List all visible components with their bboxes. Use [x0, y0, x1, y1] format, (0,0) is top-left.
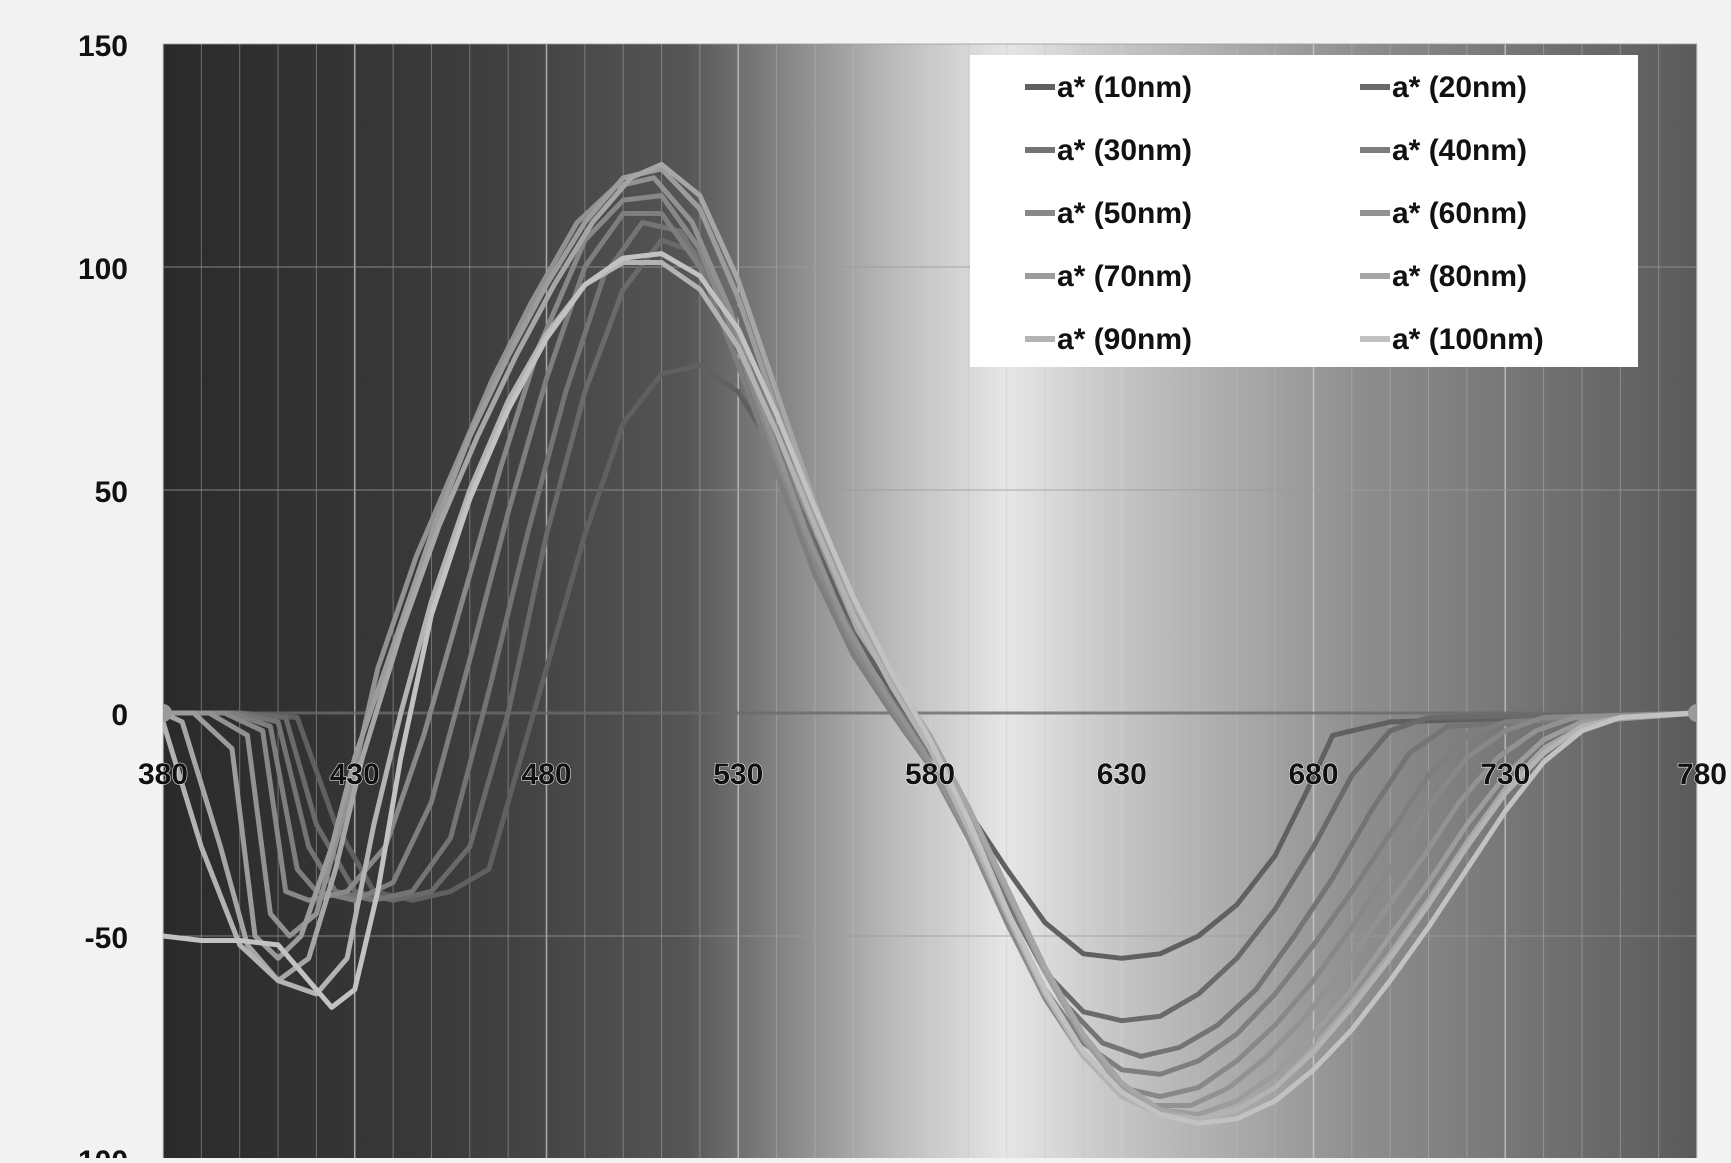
legend-label: a* (20nm) — [1392, 71, 1527, 104]
legend-entry: a* (30nm) — [1025, 134, 1192, 167]
series-lines — [163, 161, 1697, 1126]
legend-label: a* (10nm) — [1057, 71, 1192, 104]
legend-entry: a* (90nm) — [1025, 323, 1192, 356]
y-tick-label: 100 — [78, 253, 128, 286]
series-line-9 — [163, 260, 1697, 1122]
legend-entry: a* (50nm) — [1025, 197, 1192, 230]
series-line-4 — [163, 211, 1697, 1077]
legend-label: a* (60nm) — [1392, 197, 1527, 230]
x-tick-label: 480 — [521, 758, 571, 791]
y-tick-label: -100 — [68, 1145, 128, 1158]
legend-entry: a* (60nm) — [1360, 197, 1527, 230]
series-line-10 — [163, 251, 1697, 1126]
x-tick-label: 530 — [713, 758, 763, 791]
legend-label: a* (30nm) — [1057, 134, 1192, 167]
legend-entry: a* (80nm) — [1360, 260, 1527, 293]
x-tick-label: 580 — [905, 758, 955, 791]
x-axis-ticks: 380 430 480 530 580 630 680 730 780 — [137, 758, 1727, 792]
legend-label: a* (90nm) — [1057, 323, 1192, 356]
x-tick-label: 630 — [1097, 758, 1147, 791]
y-axis-ticks: 150 100 50 0 -50 -100 — [68, 30, 128, 1163]
x-tick-label: 380 — [138, 758, 188, 791]
x-tick-label: 780 — [1677, 758, 1727, 791]
legend: a* (10nm) a* (20nm) a* (30nm) a* (40nm) a* (… — [970, 55, 1638, 367]
legend-entry: a* (20nm) — [1360, 71, 1527, 104]
legend-label: a* (40nm) — [1392, 134, 1527, 167]
axis-end-marker — [163, 704, 172, 722]
y-tick-label: 50 — [95, 476, 128, 509]
legend-label: a* (80nm) — [1392, 260, 1527, 293]
legend-label: a* (100nm) — [1392, 323, 1544, 356]
legend-entry: a* (40nm) — [1360, 134, 1527, 167]
legend-entry: a* (10nm) — [1025, 71, 1192, 104]
y-tick-label: 0 — [111, 699, 128, 732]
legend-label: a* (50nm) — [1057, 197, 1192, 230]
legend-box — [970, 55, 1638, 367]
x-tick-label: 430 — [330, 758, 380, 791]
legend-entry: a* (70nm) — [1025, 260, 1192, 293]
legend-label: a* (70nm) — [1057, 260, 1192, 293]
x-tick-label: 730 — [1480, 758, 1530, 791]
y-tick-label: -50 — [85, 922, 128, 955]
series-line-5 — [163, 193, 1697, 1100]
axis-end-marker — [1688, 704, 1697, 722]
y-tick-label: 150 — [78, 30, 128, 63]
x-tick-label: 680 — [1288, 758, 1338, 791]
legend-entry: a* (100nm) — [1360, 323, 1544, 356]
